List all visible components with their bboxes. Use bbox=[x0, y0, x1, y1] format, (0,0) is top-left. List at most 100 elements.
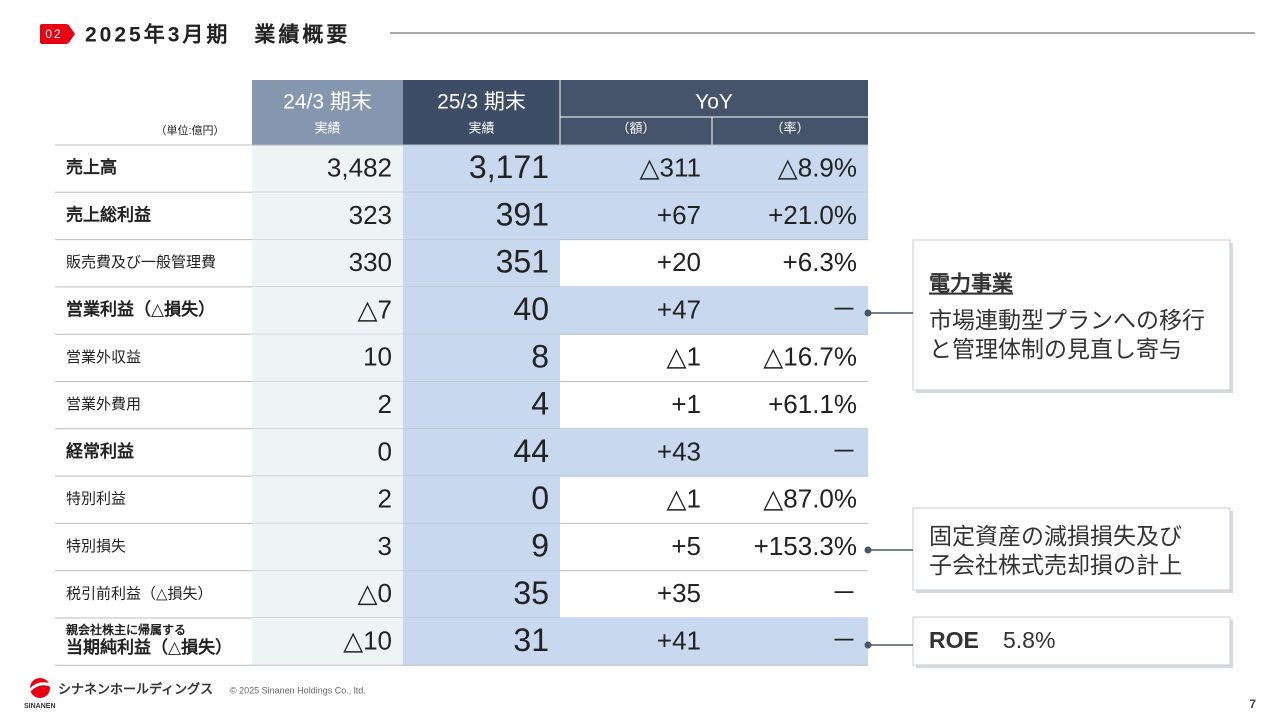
cell-bg bbox=[403, 239, 560, 287]
cell-bg bbox=[560, 192, 868, 240]
callout-box bbox=[912, 239, 1231, 391]
cell-value: 4 bbox=[531, 386, 549, 422]
cell-bg bbox=[403, 618, 560, 666]
cell-bg bbox=[252, 618, 403, 666]
header-cell bbox=[252, 80, 403, 145]
callout-text: と管理体制の見直し寄与 bbox=[929, 336, 1182, 362]
table-row: 税引前利益（△損失） △0 35 +35 － bbox=[55, 570, 868, 619]
cell-value: △311 bbox=[640, 153, 701, 183]
cell-value: 35 bbox=[513, 575, 549, 611]
callout-dot bbox=[864, 309, 872, 317]
column-subheader: 実績 bbox=[468, 120, 494, 135]
cell-value: 8 bbox=[531, 338, 549, 374]
cell-value: △7 bbox=[358, 294, 392, 324]
cell-value: 3 bbox=[378, 531, 392, 561]
cell-value: 40 bbox=[513, 291, 549, 327]
cell-bg bbox=[403, 334, 560, 382]
row-label: 経常利益 bbox=[66, 441, 134, 461]
cell-value: 323 bbox=[349, 200, 392, 230]
cell-value: － bbox=[831, 578, 857, 608]
row-label: 当期純利益（△損失） bbox=[66, 637, 232, 657]
cell-bg bbox=[252, 192, 403, 240]
unit-label: （単位:億円） bbox=[155, 123, 224, 137]
cell-bg bbox=[403, 523, 560, 571]
table-row: 営業利益（△損失） △7 40 +47 － bbox=[55, 286, 868, 335]
cell-value: △0 bbox=[358, 578, 392, 608]
table-row: 営業外費用 2 4 +1 +61.1% bbox=[55, 381, 868, 430]
header-cell bbox=[560, 80, 868, 145]
cell-value: +1 bbox=[671, 389, 701, 419]
cell-value: +35 bbox=[657, 578, 701, 608]
brand: SINANEN bbox=[24, 703, 56, 710]
callout-dot bbox=[864, 641, 872, 649]
cell-bg bbox=[403, 192, 560, 240]
cell-bg bbox=[252, 570, 403, 618]
cell-value: 2 bbox=[378, 484, 392, 514]
cell-value: +61.1% bbox=[768, 389, 857, 419]
badge-arrow bbox=[68, 24, 75, 44]
cell-value: +6.3% bbox=[783, 247, 857, 277]
slide-title: 2025年3月期 業績概要 bbox=[85, 23, 350, 47]
table-row: 経常利益 0 44 +43 － bbox=[55, 428, 868, 477]
cell-value: 3,482 bbox=[327, 153, 392, 183]
copyright: © 2025 Sinanen Holdings Co., ltd. bbox=[230, 685, 366, 695]
cell-value: +43 bbox=[657, 436, 701, 466]
cell-bg bbox=[560, 618, 868, 666]
callout-box bbox=[912, 507, 1231, 591]
callout-dot bbox=[864, 546, 872, 554]
cell-value: 0 bbox=[378, 436, 392, 466]
cell-bg bbox=[403, 570, 560, 618]
column-header: YoY bbox=[695, 91, 733, 114]
cell-bg bbox=[560, 145, 868, 193]
cell-bg bbox=[560, 286, 868, 335]
cell-bg bbox=[252, 239, 403, 287]
cell-value: +20 bbox=[657, 247, 701, 277]
page-number: 7 bbox=[1249, 697, 1256, 711]
cell-bg bbox=[403, 286, 560, 335]
cell-value: 2 bbox=[378, 389, 392, 419]
cell-bg bbox=[403, 381, 560, 429]
table-row: 営業外収益 10 8 △1 △16.7% bbox=[55, 334, 868, 382]
table-row: 売上高 3,482 3,171 △311 △8.9% bbox=[55, 145, 868, 193]
company-name: シナネンホールディングス bbox=[58, 681, 213, 696]
callout-box bbox=[912, 616, 1231, 666]
header-cell bbox=[403, 80, 560, 145]
callout-text: 固定資産の減損損失及び bbox=[929, 523, 1182, 549]
logo-swoosh bbox=[28, 682, 53, 692]
cell-value: 10 bbox=[363, 342, 392, 372]
callout-title: ROE bbox=[929, 627, 979, 653]
row-label: 特別損失 bbox=[66, 538, 126, 555]
cell-value: +47 bbox=[657, 294, 701, 324]
cell-value: － bbox=[831, 626, 857, 656]
cell-value: 3,171 bbox=[469, 149, 549, 185]
cell-bg bbox=[252, 334, 403, 382]
cell-value: － bbox=[831, 294, 857, 324]
row-label: 特別利益 bbox=[66, 491, 126, 508]
table-row: 販売費及び一般管理費 330 351 +20 +6.3% bbox=[55, 239, 868, 288]
column-header: 24/3 期末 bbox=[283, 91, 372, 114]
column-subheader: （額） bbox=[616, 120, 655, 135]
cell-bg bbox=[403, 476, 560, 524]
cell-value: 44 bbox=[513, 433, 549, 469]
cell-value: +41 bbox=[657, 626, 701, 656]
badge: 02 bbox=[45, 27, 62, 41]
cell-bg bbox=[252, 145, 403, 193]
cell-bg bbox=[252, 523, 403, 571]
row-label: 営業利益（△損失） bbox=[66, 299, 215, 319]
table-row: 特別利益 2 0 △1 △87.0% bbox=[55, 476, 868, 524]
cell-value: +153.3% bbox=[754, 531, 857, 561]
cell-value: 0 bbox=[531, 480, 549, 516]
row-label-note: 親会社株主に帰属する bbox=[66, 622, 186, 637]
cell-value: +67 bbox=[657, 200, 701, 230]
cell-value: +5 bbox=[671, 531, 701, 561]
cell-bg bbox=[252, 428, 403, 477]
callout-text: 5.8% bbox=[1003, 627, 1055, 653]
cell-value: 31 bbox=[513, 622, 549, 658]
cell-value: +21.0% bbox=[768, 200, 857, 230]
row-label: 売上総利益 bbox=[66, 204, 151, 224]
cell-value: △8.9% bbox=[778, 153, 857, 183]
callout-text: 子会社株式売却損の計上 bbox=[929, 552, 1182, 578]
